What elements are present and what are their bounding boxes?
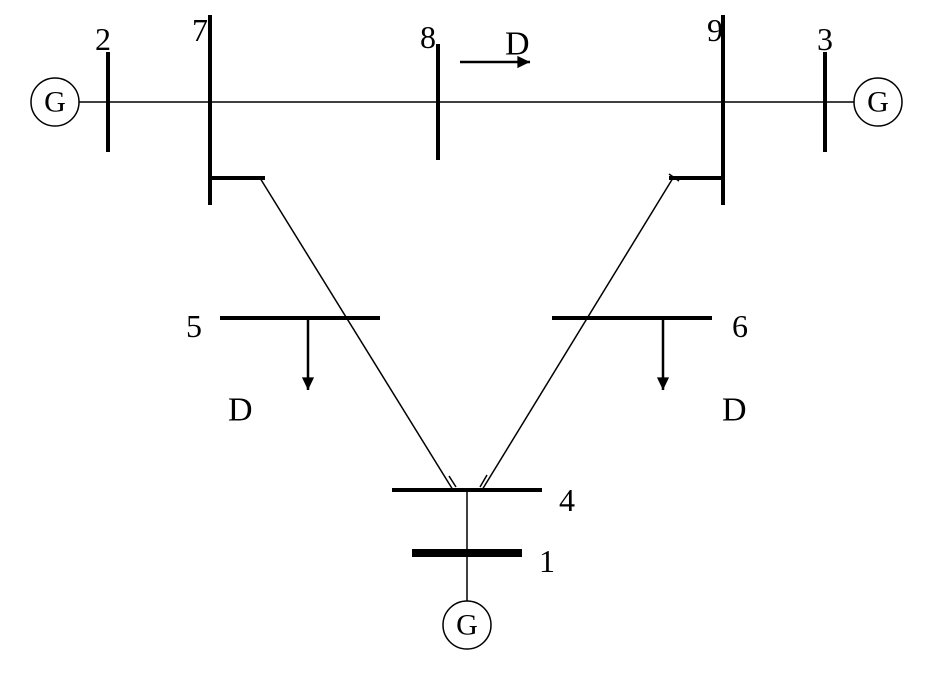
generator-label-1: G bbox=[456, 609, 478, 642]
bus-label-9: 9 bbox=[707, 12, 723, 48]
bus-label-4: 4 bbox=[559, 482, 575, 518]
tick-mark-1 bbox=[480, 475, 487, 487]
load-label-5: D bbox=[228, 392, 253, 429]
bus-label-1: 1 bbox=[539, 543, 555, 579]
bus-label-8: 8 bbox=[420, 19, 436, 55]
transmission-line-2 bbox=[482, 178, 673, 490]
load-label-8: D bbox=[505, 26, 530, 63]
load-label-6: D bbox=[722, 392, 747, 429]
bus-label-6: 6 bbox=[732, 308, 748, 344]
load-arrow-head-5 bbox=[302, 377, 314, 390]
bus-label-3: 3 bbox=[817, 21, 833, 57]
generator-label-2: G bbox=[44, 86, 66, 119]
generator-label-3: G bbox=[867, 86, 889, 119]
power-system-diagram: G G G 1 2 3 4 5 6 7 8 9 D D D bbox=[0, 0, 936, 688]
load-arrow-head-6 bbox=[657, 377, 669, 390]
bus-label-7: 7 bbox=[192, 12, 208, 48]
bus-label-2: 2 bbox=[95, 21, 111, 57]
transmission-line-1 bbox=[260, 178, 453, 490]
bus-label-5: 5 bbox=[186, 308, 202, 344]
